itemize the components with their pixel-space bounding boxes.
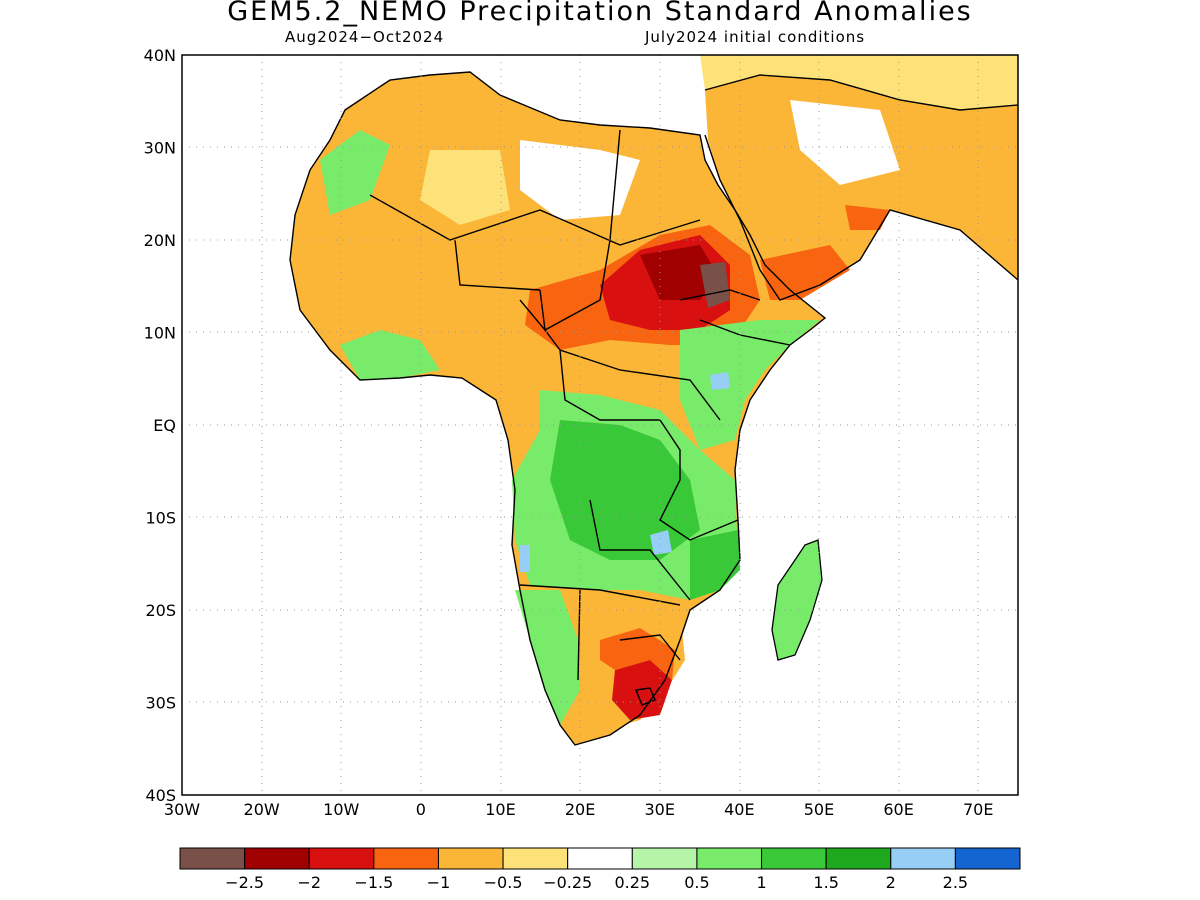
legend-swatch [761, 847, 827, 870]
legend-swatch [244, 847, 310, 870]
legend-label: 2.5 [943, 873, 968, 892]
east-africa-wet-05 [680, 320, 820, 450]
lon-tick-label: 50E [804, 800, 834, 819]
sahara-yellow-patch [420, 150, 510, 225]
legend-label: −2 [297, 873, 321, 892]
legend-label: 0.5 [684, 873, 709, 892]
legend-swatch [308, 847, 375, 870]
legend-swatch [890, 847, 956, 870]
arabia-dry-spot [845, 205, 890, 230]
anomaly-field [182, 55, 1018, 745]
sahel-very-dry [700, 262, 730, 308]
yemen-dry [760, 245, 850, 300]
initial-conditions: July2024 initial conditions [645, 28, 866, 46]
lat-tick-label: 30N [144, 139, 176, 158]
lon-tick-label: 10W [323, 800, 359, 819]
legend-label: 1.5 [813, 873, 838, 892]
lon-tick-label: 70E [963, 800, 993, 819]
plot-frame [181, 54, 1019, 796]
legend-label: −0.25 [543, 873, 592, 892]
legend-swatch [567, 847, 633, 870]
legend-label: −2.5 [225, 873, 264, 892]
lon-tick-label: 30E [644, 800, 674, 819]
namibia-green [515, 590, 580, 725]
lon-tick-label: 20E [565, 800, 595, 819]
lon-tick-label: 20W [244, 800, 280, 819]
south-africa-dry-15 [612, 660, 672, 720]
chart-title: GEM5.2_NEMO Precipitation Standard Anoma… [227, 0, 973, 27]
mozambique-green [690, 530, 740, 600]
angola-blue [520, 545, 530, 572]
gridlines [182, 55, 1018, 795]
lat-tick-label: 20N [144, 231, 176, 250]
legend-label: 2 [886, 873, 896, 892]
longitude-labels: 30W 20W 10W 0 10E 20E 30E 40E 50E 60E 70E [164, 800, 994, 819]
legend-swatch [502, 847, 569, 870]
legend-label: 1 [756, 873, 766, 892]
europe-land [182, 55, 700, 115]
sahara-white-patch [520, 140, 640, 220]
lon-tick-label: 30W [164, 800, 200, 819]
coastlines [289, 71, 1018, 746]
lon-tick-label: 40E [724, 800, 754, 819]
legend-swatch [954, 847, 1021, 870]
arabia-white-patch [790, 100, 900, 185]
latitude-labels: 40N 30N 20N 10N EQ 10S 20S 30S 40S [144, 46, 176, 805]
lat-tick-label: EQ [153, 416, 176, 435]
legend-label: 0.25 [614, 873, 650, 892]
lat-tick-label: 30S [145, 694, 176, 713]
lat-tick-label: 10N [144, 324, 176, 343]
legend-swatch [179, 847, 246, 870]
madagascar [771, 539, 823, 661]
lat-tick-label: 20S [145, 601, 176, 620]
legend-label: −1 [427, 873, 451, 892]
congo-wet-1 [550, 420, 700, 560]
legend-swatch [437, 847, 504, 870]
maghreb-green [320, 130, 390, 215]
lon-tick-label: 10E [485, 800, 515, 819]
legend-swatch [825, 847, 892, 870]
asia-land [700, 55, 1018, 110]
lat-tick-label: 10S [145, 509, 176, 528]
lon-tick-label: 60E [883, 800, 913, 819]
west-africa-green [340, 330, 440, 380]
legend-swatch [631, 847, 698, 870]
forecast-period: Aug2024−Oct2024 [285, 28, 445, 46]
legend-swatch [373, 847, 439, 870]
arabia-land [705, 75, 1018, 300]
legend-colorbar [179, 847, 1021, 870]
lon-tick-label: 0 [416, 800, 426, 819]
legend-labels: −2.5 −2 −1.5 −1 −0.5 −0.25 0.25 0.5 1 1.5 2 2.5 [225, 873, 968, 892]
lat-tick-label: 40N [144, 46, 176, 65]
legend-label: −0.5 [484, 873, 523, 892]
legend-swatch [696, 847, 763, 870]
lake-victoria-blue [650, 530, 672, 555]
south-africa-dry-1 [600, 628, 675, 680]
ethiopia-blue [710, 372, 730, 390]
legend-label: −1.5 [354, 873, 393, 892]
lat-tick-label: 40S [145, 786, 176, 805]
